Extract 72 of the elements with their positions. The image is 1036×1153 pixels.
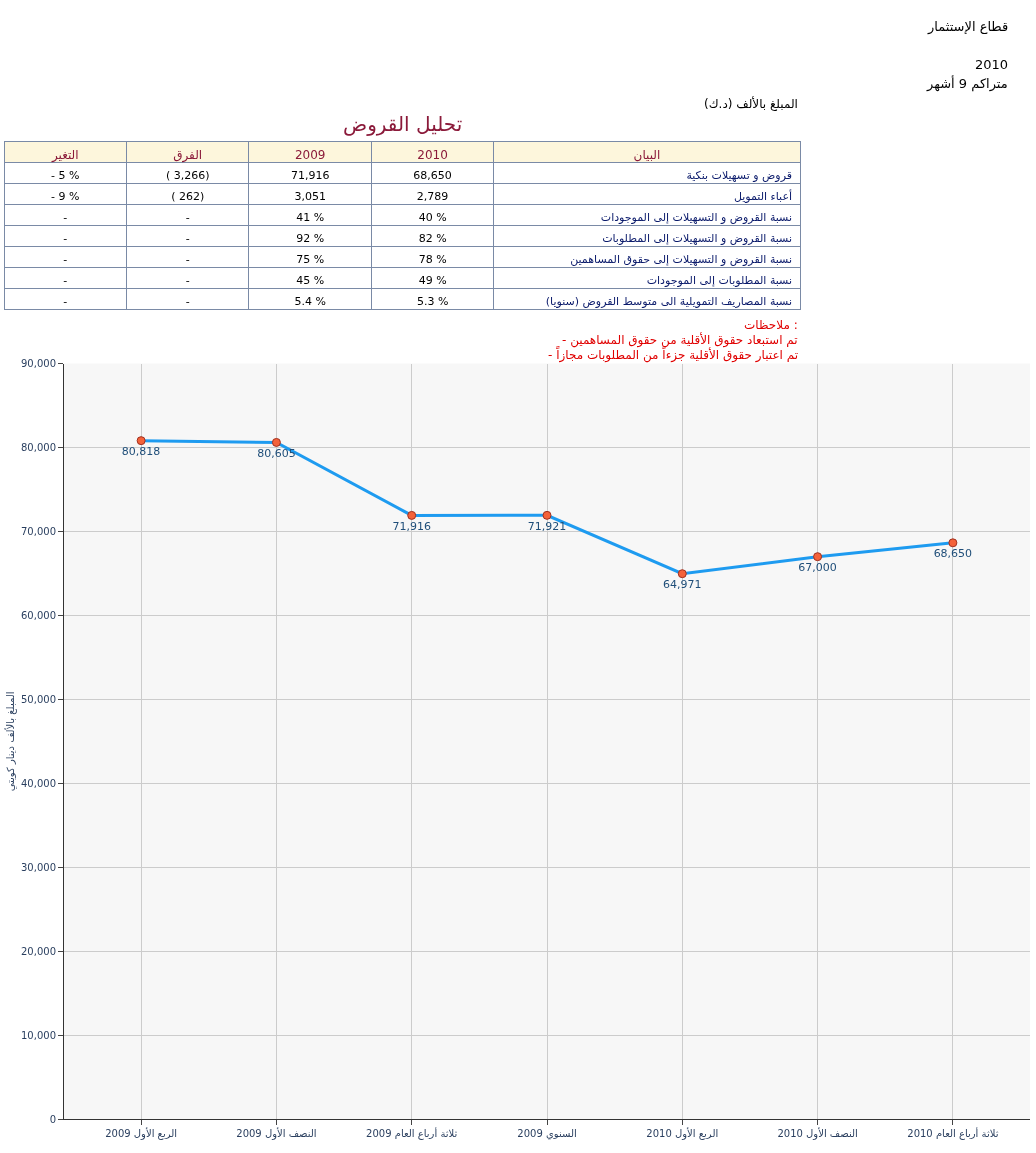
data-label: 71,916 (392, 519, 431, 533)
text: ملاحظات : (744, 318, 798, 332)
y-tick-label: 30,000 (21, 861, 56, 873)
category-label: نسبة المصاريف التمويلية الى متوسط القروض (سنويا) (545, 294, 792, 308)
text: 41 % (296, 210, 325, 224)
text: 2,789 (416, 189, 449, 203)
x-tick-label: ثلاثة أرباع العام 2010 (907, 1127, 999, 1141)
text: ( 262) (171, 189, 205, 203)
y-tick-label: 70,000 (21, 525, 56, 537)
text: 78 % (418, 252, 447, 266)
category-label: نسبة القروض و التسهيلات إلى الموجودات (600, 210, 792, 224)
text: 82 % (418, 231, 447, 245)
x-tick-label: النصف الأول 2010 (777, 1127, 858, 1141)
text: تحليل القروض (343, 112, 463, 136)
text: - (63, 252, 68, 266)
x-tick-label: الربع الأول 2009 (105, 1127, 178, 1141)
data-label: 67,000 (798, 560, 837, 574)
x-tick-label: النصف الأول 2009 (236, 1127, 317, 1141)
y-tick-label: 50,000 (21, 693, 56, 705)
text: - تم استبعاد حقوق الأقلية من حقوق المساهمين (562, 332, 798, 348)
text: 3,051 (294, 189, 326, 203)
category-label: الفرق (173, 147, 203, 163)
text: - (185, 273, 190, 287)
category-label: 2009 (294, 147, 326, 162)
text: - (63, 273, 68, 287)
text: - (185, 231, 190, 245)
y-axis-title: المبلغ بالألف دينار كويتي (4, 691, 17, 792)
y-tick-label: 90,000 (21, 358, 56, 370)
text: 92 % (296, 231, 325, 245)
text: 71,916 (290, 168, 330, 182)
category-label: نسبة القروض و التسهيلات إلى المطلوبات (602, 231, 792, 245)
data-label: 80,605 (257, 446, 296, 460)
category-label: قروض و تسهيلات بنكية (686, 168, 792, 182)
category-label: نسبة القروض و التسهيلات إلى حقوق المساهمين (570, 252, 792, 266)
text: ( 3,266) (165, 168, 210, 182)
text: 5.4 % (294, 294, 326, 308)
x-tick-label: ثلاثة أرباع العام 2009 (366, 1127, 458, 1141)
text: 40 % (418, 210, 447, 224)
y-tick-label: 40,000 (21, 777, 56, 789)
text: - (185, 294, 190, 308)
text: 45 % (296, 273, 325, 287)
data-label: 71,921 (527, 519, 567, 533)
category-label: التغير (50, 147, 79, 163)
x-tick-label: السنوي 2009 (517, 1128, 577, 1141)
y-tick-label: 80,000 (21, 442, 56, 454)
y-tick-label: 0 (49, 1113, 56, 1125)
text: - 9 % (51, 189, 80, 203)
data-label: 80,818 (121, 444, 161, 458)
text: - (185, 252, 190, 266)
text: 49 % (418, 273, 447, 287)
text: - (185, 210, 190, 224)
text: 2010 (417, 147, 448, 162)
category-label: أعباء التمويل (733, 189, 792, 203)
text: المبلغ بالألف (د.ك) (704, 96, 798, 111)
text: - 5 % (51, 168, 80, 182)
text: - (63, 294, 68, 308)
text: 68,650 (413, 168, 452, 182)
category-label: 2010 (975, 57, 1009, 72)
text: 5.3 % (416, 294, 449, 308)
y-tick-label: 10,000 (21, 1029, 56, 1041)
text: 75 % (296, 252, 325, 266)
text: - (63, 210, 68, 224)
data-label: 64,971 (663, 577, 702, 591)
y-tick-label: 60,000 (21, 609, 56, 621)
text: قطاع الإستثمار (927, 19, 1009, 35)
category-label: نسبة المطلوبات إلى الموجودات (646, 273, 792, 287)
data-label: 68,650 (933, 547, 973, 561)
y-tick-label: 20,000 (21, 945, 56, 957)
text: متراكم 9 أشهر (926, 75, 1008, 92)
x-tick-label: الربع الأول 2010 (646, 1127, 719, 1141)
text: - (63, 231, 68, 245)
category-label: البيان (633, 147, 661, 162)
